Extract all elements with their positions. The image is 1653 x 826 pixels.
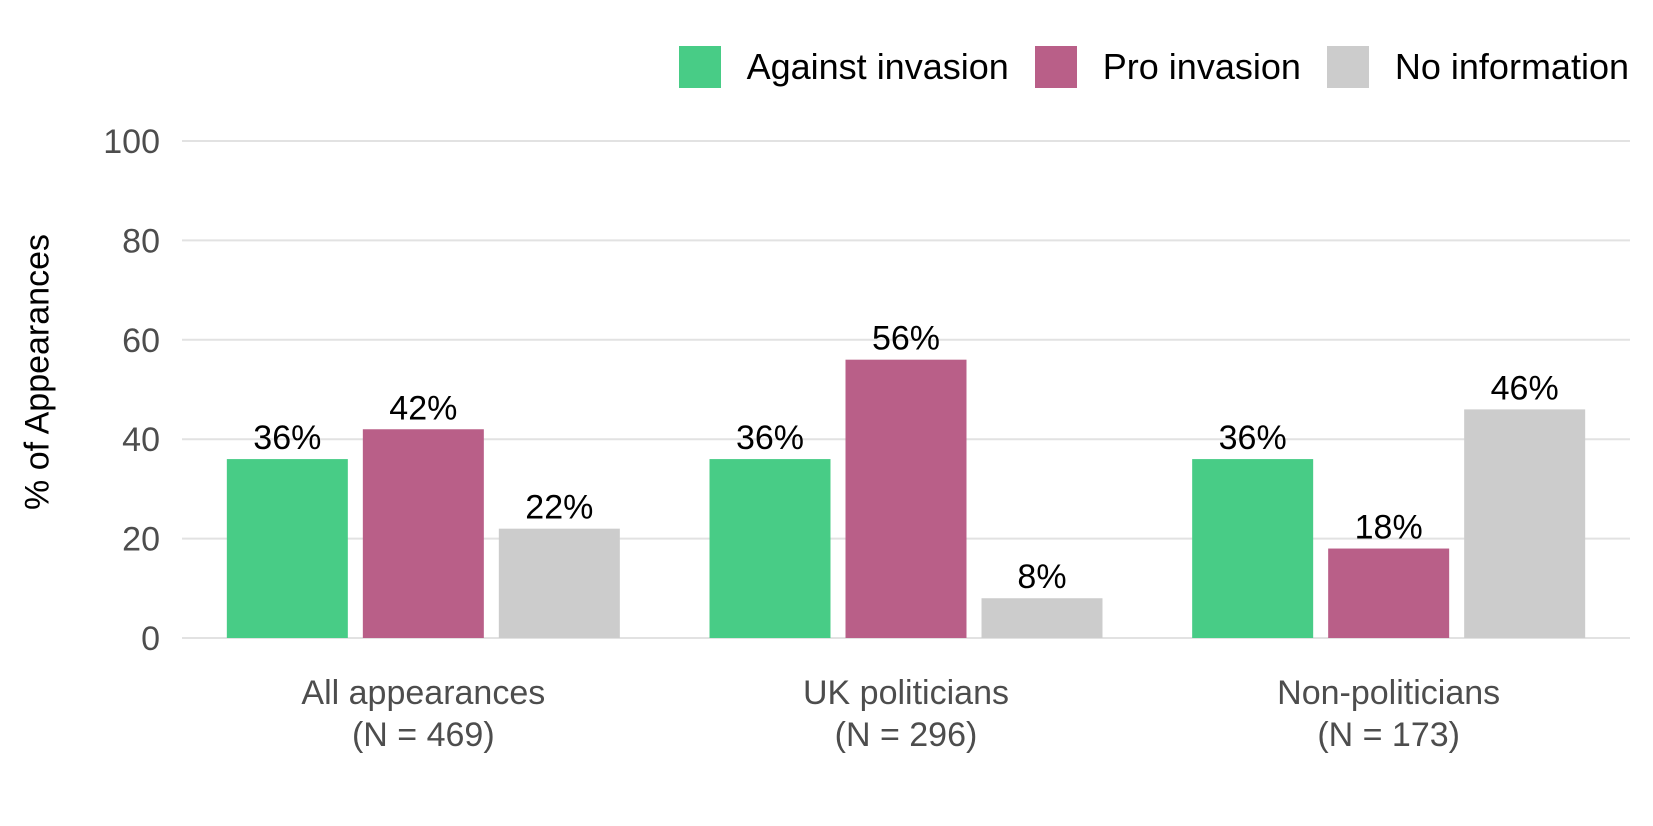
x-category-count: (N = 173) [1317, 716, 1460, 754]
x-category-name: Non-politicians [1277, 674, 1501, 712]
legend: Against invasion Pro invasion No informa… [653, 46, 1629, 88]
y-tick-label: 100 [103, 123, 160, 161]
y-tick-label: 40 [122, 421, 160, 459]
x-category-count: (N = 296) [834, 716, 978, 754]
data-label-pro-invasion: 56% [872, 320, 940, 358]
data-label-no-information: 46% [1491, 369, 1559, 407]
legend-item-no-information: No information [1326, 46, 1629, 88]
legend-swatch-against-invasion [678, 46, 721, 88]
legend-label-against-invasion: Against invasion [746, 46, 1009, 87]
x-category-name: UK politicians [803, 674, 1009, 712]
data-label-against-invasion: 36% [736, 419, 804, 457]
x-category-name: All appearances [301, 674, 546, 712]
data-label-no-information: 22% [525, 489, 593, 527]
bar-pro-invasion [1328, 548, 1450, 638]
x-category-label: All appearances (N = 469) [301, 672, 545, 756]
legend-swatch-no-information [1326, 46, 1369, 88]
bar-against-invasion [226, 459, 348, 638]
y-tick-label: 20 [122, 521, 160, 559]
y-tick-label: 0 [141, 620, 160, 658]
legend-item-against-invasion: Against invasion [678, 46, 1009, 88]
data-label-pro-invasion: 42% [389, 389, 457, 427]
legend-label-no-information: No information [1394, 46, 1629, 87]
bar-no-information [498, 528, 620, 638]
bar-against-invasion [709, 459, 831, 638]
bar-pro-invasion [845, 359, 967, 638]
bar-against-invasion [1192, 459, 1314, 638]
bar-pro-invasion [362, 429, 484, 638]
bar-no-information [981, 598, 1103, 638]
y-tick-label: 60 [122, 322, 160, 360]
data-label-against-invasion: 36% [1219, 419, 1287, 457]
data-label-no-information: 8% [1017, 558, 1066, 596]
x-category-label: UK politicians (N = 296) [803, 672, 1009, 756]
legend-item-pro-invasion: Pro invasion [1034, 46, 1301, 88]
bar-no-information [1464, 409, 1586, 638]
x-category-count: (N = 469) [351, 716, 495, 754]
data-label-pro-invasion: 18% [1355, 509, 1423, 547]
x-category-label: Non-politicians (N = 173) [1277, 672, 1500, 756]
y-tick-label: 80 [122, 222, 160, 260]
legend-swatch-pro-invasion [1034, 46, 1077, 88]
legend-label-pro-invasion: Pro invasion [1102, 46, 1301, 87]
data-label-against-invasion: 36% [253, 419, 321, 457]
